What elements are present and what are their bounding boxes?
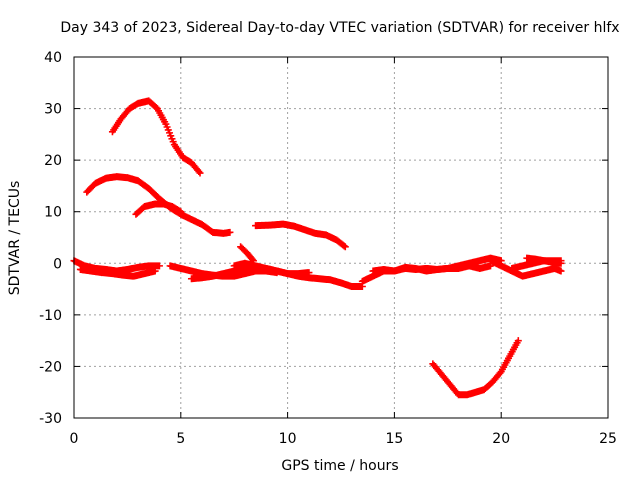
- data-series: [70, 97, 565, 399]
- y-tick-label: -20: [39, 359, 62, 375]
- data-points-arc-15: [523, 254, 565, 267]
- series-arc-1: [108, 97, 204, 177]
- data-points-arc-1: [108, 97, 204, 177]
- x-tick-label: 15: [385, 431, 403, 447]
- series-arc-10: [230, 259, 313, 278]
- data-points-arc-5: [237, 243, 257, 265]
- y-tick-label: -10: [39, 308, 62, 324]
- x-tick-label: 0: [70, 431, 79, 447]
- series-arc-16: [429, 337, 522, 399]
- y-tick-label: 40: [44, 50, 62, 66]
- chart-title: Day 343 of 2023, Sidereal Day-to-day VTE…: [60, 20, 619, 36]
- y-tick-label: -30: [39, 411, 62, 427]
- series-arc-3: [132, 200, 185, 218]
- data-points-arc-16: [429, 337, 522, 399]
- series-arc-12: [369, 262, 495, 275]
- series-arc-7: [76, 265, 159, 280]
- series-arc-13: [487, 257, 565, 280]
- y-tick-label: 10: [44, 205, 62, 221]
- data-points-arc-13: [487, 257, 565, 280]
- y-tick-label: 30: [44, 102, 62, 118]
- plot-frame: [73, 56, 609, 419]
- series-arc-4: [252, 220, 349, 251]
- x-tick-label: 5: [176, 431, 185, 447]
- gridlines: [74, 57, 608, 418]
- x-axis-label: GPS time / hours: [281, 458, 398, 474]
- series-arc-5: [237, 243, 257, 265]
- y-tick-label: 20: [44, 153, 62, 169]
- data-points-arc-10: [230, 259, 313, 278]
- y-axis-label: SDTVAR / TECUs: [7, 181, 23, 296]
- data-points-arc-3: [132, 200, 185, 218]
- x-tick-label: 20: [492, 431, 510, 447]
- y-tick-label: 0: [53, 256, 62, 272]
- x-tick-label: 10: [279, 431, 297, 447]
- series-arc-15: [523, 254, 565, 267]
- data-points-arc-4: [252, 220, 349, 251]
- data-points-arc-7: [76, 265, 159, 280]
- axis-ticks: 0 5 10 15 20 25 -30 -20 -10 0 10 20 30 40: [39, 50, 617, 447]
- data-points-arc-12: [369, 262, 495, 275]
- x-tick-label: 25: [599, 431, 617, 447]
